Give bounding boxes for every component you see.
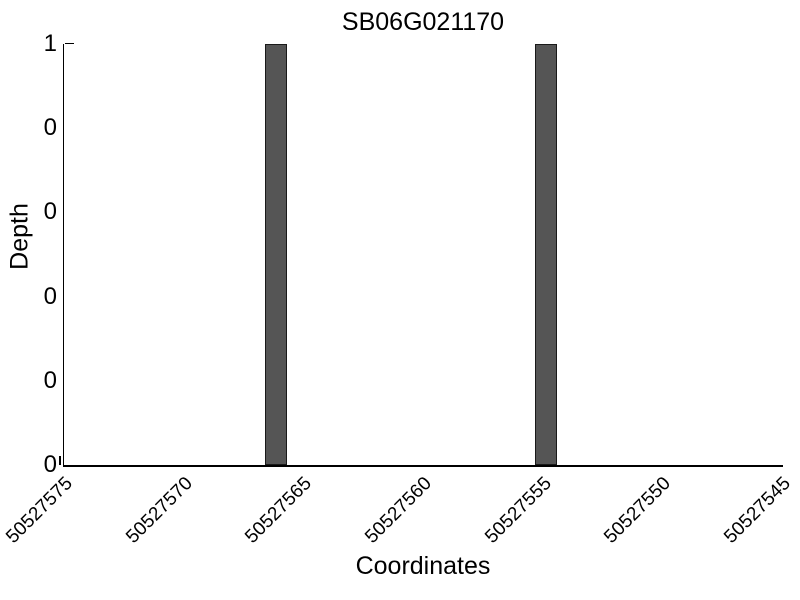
x-axis-tick-label: 50527565 [241,473,317,548]
y-axis-title: Depth [5,203,34,270]
bar [265,44,287,465]
y-axis-tick-label: 0 [43,366,57,394]
x-axis-title: Coordinates [355,552,491,580]
x-axis-tick-label: 50527555 [480,473,556,548]
y-axis-tick-label: 0 [43,282,57,310]
x-axis-tick-label: 50527570 [121,473,197,548]
x-axis-tick-label: 50527545 [720,473,795,548]
chart-title: SB06G021170 [341,8,505,36]
y-axis-tick-mark [65,464,74,466]
plot-area [64,44,782,465]
x-axis-tick-mark [59,456,61,465]
y-axis-tick-labels: 1 0 0 0 0 0 [0,0,57,600]
y-axis-tick-label: 0 [43,451,57,478]
y-axis-tick-label: 0 [43,198,57,226]
y-axis-tick-label: 1 [43,30,57,57]
y-axis-tick-label: 0 [43,114,57,142]
bar [535,44,557,465]
x-axis-line [63,465,783,467]
x-axis-tick-label: 50527550 [600,473,676,548]
x-axis-tick-label: 50527560 [361,473,436,548]
